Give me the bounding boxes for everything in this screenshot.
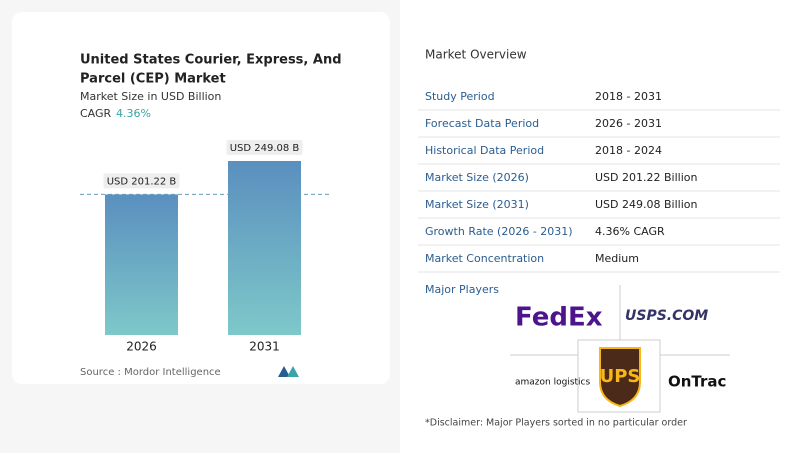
value-label-box <box>226 140 303 155</box>
row-value: 2018 - 2031 <box>595 90 662 103</box>
row-label: Study Period <box>425 90 495 103</box>
player-logo: USPS.COM <box>625 308 708 324</box>
subtitle: Market Size in USD Billion <box>80 90 221 103</box>
player-logo: FedEx <box>515 303 603 333</box>
player-logo: UPS <box>600 366 641 387</box>
cagr-value: 4.36% <box>116 107 151 120</box>
chart-title: Parcel (CEP) Market <box>80 72 226 87</box>
disclaimer: *Disclaimer: Major Players sorted in no … <box>425 418 687 429</box>
chart-card <box>12 12 390 384</box>
x-tick-label: 2026 <box>126 340 157 354</box>
overview-table: Study Period 2018 - 2031 Forecast Data Per… <box>418 90 780 273</box>
bar-chart: USD 201.22 B 2026 USD 249.08 B 2031 <box>80 140 330 354</box>
players-title: Major Players <box>425 283 499 296</box>
row-value: USD 201.22 Billion <box>595 171 697 184</box>
row-label: Market Size (2026) <box>425 171 529 184</box>
value-label-box <box>103 173 180 189</box>
value-label: USD 201.22 B <box>107 176 177 187</box>
players-grid <box>510 285 730 413</box>
chart-title: United States Courier, Express, And <box>80 53 342 68</box>
row-value: 2026 - 2031 <box>595 117 662 130</box>
logo-icon <box>278 366 299 377</box>
row-label: Market Size (2031) <box>425 198 529 211</box>
bar <box>228 161 301 335</box>
row-label: Forecast Data Period <box>425 117 539 130</box>
row-label: Market Concentration <box>425 252 544 265</box>
bar <box>105 194 178 335</box>
row-value: 4.36% CAGR <box>595 225 665 238</box>
row-label: Historical Data Period <box>425 144 544 157</box>
player-logo: OnTrac <box>668 373 726 391</box>
row-value: Medium <box>595 252 639 265</box>
player-logo: amazon logistics <box>515 378 590 388</box>
row-value: 2018 - 2024 <box>595 144 662 157</box>
source: Source : Mordor Intelligence <box>80 367 221 378</box>
x-tick-label: 2031 <box>249 340 280 354</box>
row-value: USD 249.08 Billion <box>595 198 697 211</box>
cagr-label: CAGR <box>80 107 112 120</box>
overview-title: Market Overview <box>425 48 527 62</box>
value-label: USD 249.08 B <box>230 143 300 154</box>
row-label: Growth Rate (2026 - 2031) <box>425 225 573 238</box>
